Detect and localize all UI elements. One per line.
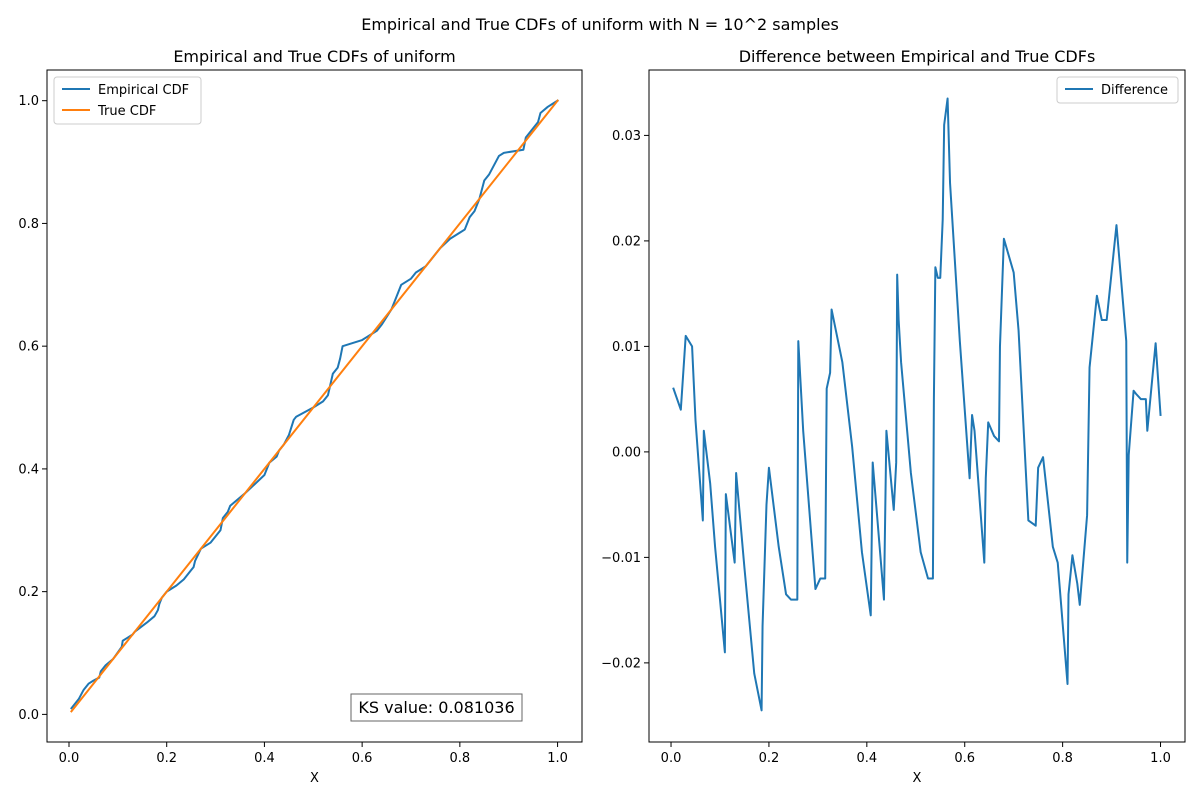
subplot-cdf-marks (70, 99, 559, 713)
ks-annotation: KS value: 0.081036 (350, 693, 523, 722)
y-tick-label: 0.02 (612, 234, 641, 249)
y-tick-label: −0.01 (601, 551, 641, 566)
subplot-cdf-axes-frame (46, 69, 583, 743)
subplot-difference: Difference between Empirical and True CD… (601, 47, 1186, 786)
subplot-cdf-legend: Empirical CDF True CDF (53, 76, 202, 125)
ks-annotation-box (350, 693, 523, 722)
x-tick-label: 0.4 (254, 751, 275, 766)
subplot-difference-legend: Difference (1056, 76, 1179, 104)
subplot-cdf: Empirical and True CDFs of uniform 0.0 0.… (18, 47, 583, 786)
x-tick-label: 0.0 (661, 751, 682, 766)
y-tick-label: 0.03 (612, 129, 641, 144)
x-tick-label: 0.0 (59, 751, 80, 766)
subplot-difference-axes-frame (648, 69, 1186, 743)
x-tick-label: 0.2 (759, 751, 780, 766)
subplot-difference-plot-area (649, 70, 1185, 742)
x-tick-label: 0.4 (856, 751, 877, 766)
y-tick-label: 0.8 (18, 217, 39, 232)
legend-box (53, 76, 202, 125)
x-tick-label: 1.0 (547, 751, 568, 766)
figure-title: Empirical and True CDFs of uniform with … (361, 15, 839, 34)
x-tick-label: 0.6 (954, 751, 975, 766)
subplot-cdf-y-ticks: 0.0 0.2 0.4 0.6 0.8 1.0 (18, 94, 47, 723)
subplot-difference-y-ticks: −0.02 −0.01 0.00 0.01 0.02 0.03 (601, 129, 649, 671)
legend-label-difference: Difference (1101, 83, 1168, 98)
x-tick-label: 0.2 (156, 751, 177, 766)
series-line-true-cdf (70, 99, 559, 713)
ks-annotation-text: KS value: 0.081036 (358, 698, 514, 717)
subplot-difference-title: Difference between Empirical and True CD… (739, 47, 1096, 66)
x-tick-label: 1.0 (1150, 751, 1171, 766)
legend-box (1056, 76, 1179, 104)
x-tick-label: 0.8 (450, 751, 471, 766)
y-tick-label: 0.6 (18, 340, 39, 355)
subplot-difference-x-ticks: 0.0 0.2 0.4 0.6 0.8 1.0 (661, 742, 1171, 766)
series-line-difference (672, 97, 1162, 712)
y-tick-label: 0.00 (612, 445, 641, 460)
y-tick-label: 0.4 (18, 462, 39, 477)
y-tick-label: 1.0 (18, 94, 39, 109)
subplot-cdf-x-axis-label: X (310, 771, 319, 786)
y-tick-label: 0.01 (612, 340, 641, 355)
x-tick-label: 0.6 (352, 751, 373, 766)
subplot-cdf-title: Empirical and True CDFs of uniform (173, 47, 455, 66)
legend-label-true-cdf: True CDF (97, 104, 156, 119)
y-tick-label: 0.0 (18, 708, 39, 723)
subplot-cdf-x-ticks: 0.0 0.2 0.4 0.6 0.8 1.0 (59, 742, 568, 766)
legend-label-empirical-cdf: Empirical CDF (98, 83, 189, 98)
subplot-difference-x-axis-label: X (913, 771, 922, 786)
x-tick-label: 0.8 (1052, 751, 1073, 766)
subplot-difference-marks (672, 97, 1162, 712)
y-tick-label: −0.02 (601, 656, 641, 671)
y-tick-label: 0.2 (18, 585, 39, 600)
